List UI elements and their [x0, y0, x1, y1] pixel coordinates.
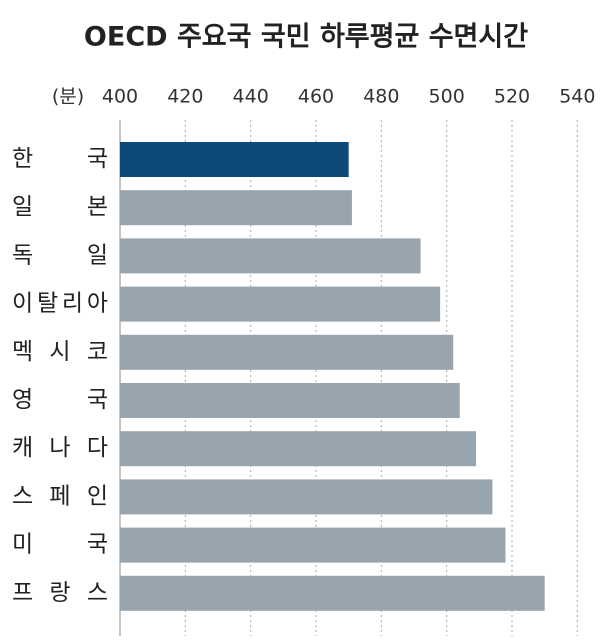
y-tick-label: 이탈리아: [12, 291, 108, 317]
x-tick-label: 520: [494, 86, 530, 108]
y-tick-label: 프 랑 스: [12, 580, 108, 606]
bar: [120, 286, 441, 322]
bar: [120, 190, 352, 226]
bar: [120, 334, 454, 370]
y-tick-label: 한 국: [12, 146, 108, 172]
y-tick-label: 멕 시 코: [12, 339, 108, 365]
x-tick-label: 480: [363, 86, 399, 108]
y-tick-label: 미 국: [12, 532, 108, 558]
x-axis-unit: (분): [52, 86, 84, 108]
y-tick-label: 캐 나 다: [12, 435, 108, 461]
bar: [120, 575, 545, 611]
chart-title: OECD 주요국 국민 하루평균 수면시간: [84, 22, 528, 53]
x-tick-label: 420: [167, 86, 203, 108]
x-tick-label: 500: [429, 86, 465, 108]
y-tick-label: 스 페 인: [12, 483, 108, 509]
bar: [120, 431, 477, 467]
x-tick-label: 400: [102, 86, 138, 108]
bar: [120, 527, 506, 563]
bar: [120, 479, 493, 515]
bar: [120, 142, 349, 177]
y-tick-label: 일 본: [12, 194, 108, 220]
x-tick-label: 460: [298, 86, 334, 108]
y-tick-label: 독 일: [12, 242, 108, 268]
x-tick-label: 440: [233, 86, 269, 108]
bar: [120, 383, 460, 418]
bar: [120, 238, 421, 274]
y-tick-label: 영 국: [12, 387, 108, 413]
x-tick-label: 540: [559, 86, 595, 108]
